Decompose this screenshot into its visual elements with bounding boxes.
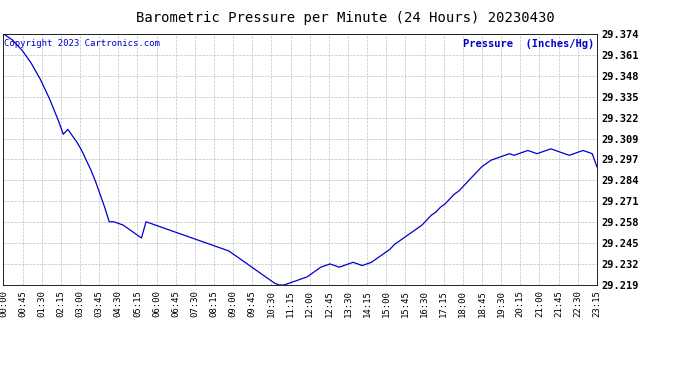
Text: Copyright 2023 Cartronics.com: Copyright 2023 Cartronics.com bbox=[4, 39, 160, 48]
Text: Pressure  (Inches/Hg): Pressure (Inches/Hg) bbox=[462, 39, 594, 49]
Text: Barometric Pressure per Minute (24 Hours) 20230430: Barometric Pressure per Minute (24 Hours… bbox=[136, 11, 554, 25]
